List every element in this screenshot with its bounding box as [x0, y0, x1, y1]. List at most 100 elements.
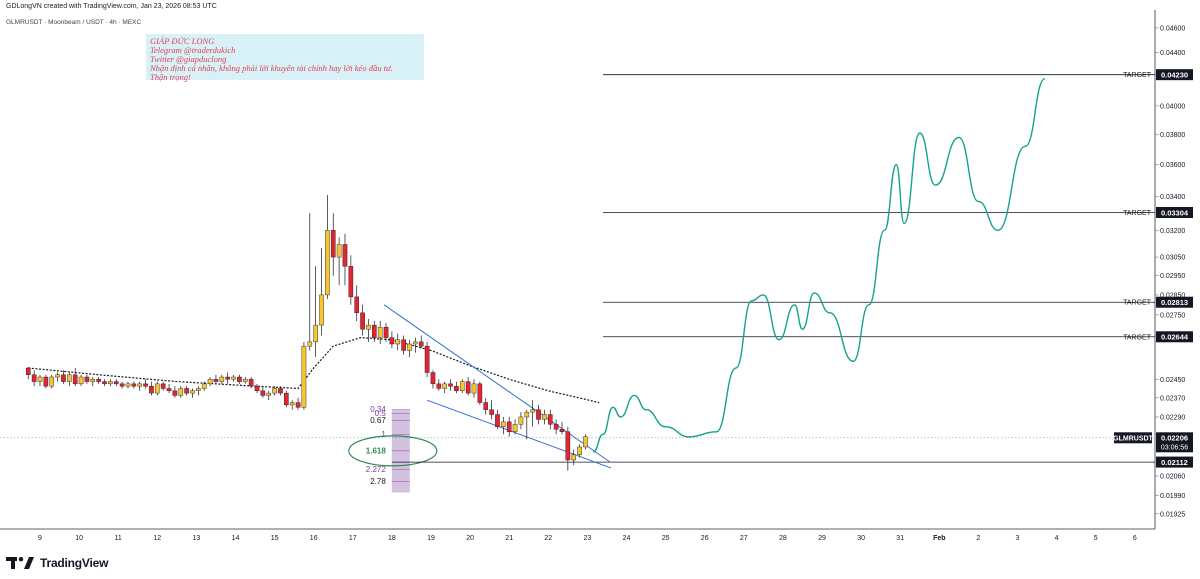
time-tick-label: 5 — [1094, 535, 1098, 542]
time-tick-label: 4 — [1055, 535, 1059, 542]
candle-body — [559, 429, 565, 432]
candle-body — [542, 414, 547, 420]
candle-body — [518, 416, 524, 425]
time-tick-label: 17 — [349, 535, 357, 542]
candle-body — [172, 390, 178, 396]
price-tick-label: 0.02950 — [1160, 273, 1185, 280]
candle-body — [418, 341, 424, 347]
target-label: TARGET — [1123, 300, 1152, 307]
candle-body — [307, 341, 313, 347]
candle-body — [436, 383, 442, 389]
candle-body — [377, 326, 383, 338]
candle-body — [108, 381, 113, 385]
candle-body — [407, 343, 412, 351]
candle-body — [166, 388, 172, 391]
candle-body — [583, 436, 588, 448]
candle-body — [330, 230, 336, 258]
wedge-upper-line — [383, 304, 612, 464]
time-tick-label: 19 — [427, 535, 435, 542]
time-tick-label: 29 — [818, 535, 826, 542]
price-tick-label: 0.03200 — [1160, 228, 1185, 235]
time-tick-label: 27 — [740, 535, 748, 542]
fib-level-label: 1.618 — [366, 446, 387, 455]
time-tick-label: 30 — [857, 535, 865, 542]
candle-body — [301, 345, 307, 408]
time-tick-label: 18 — [388, 535, 396, 542]
time-tick-label: 20 — [466, 535, 474, 542]
candle-body — [325, 230, 330, 296]
candle-body — [571, 454, 577, 461]
time-tick-label: 10 — [75, 535, 83, 542]
candle-body — [242, 379, 248, 382]
projection-path — [592, 77, 1046, 453]
candle-body — [348, 266, 354, 298]
candle-body — [530, 409, 535, 413]
candle-body — [84, 376, 90, 382]
candle-body — [154, 383, 160, 394]
author-note[interactable]: GIÁP ĐỨC LONG Telegram @traderdukich Twi… — [146, 34, 424, 82]
candle-body — [477, 383, 483, 403]
price-tick-label: 0.03050 — [1160, 255, 1185, 262]
target-lines[interactable]: TARGET TARGET TARGET TARGET — [391, 72, 1155, 463]
target-price-tag: 0.03304 — [1161, 208, 1189, 217]
candle-body — [90, 379, 96, 382]
time-tick-label: 21 — [505, 535, 513, 542]
note-line-telegram: Telegram @traderdukich — [150, 45, 236, 55]
candle-body — [395, 339, 401, 345]
time-tick-label: 11 — [115, 535, 122, 542]
candlesticks — [25, 194, 588, 471]
note-line-caution: Thận trọng! — [150, 72, 191, 82]
time-tick-label: 3 — [1016, 535, 1020, 542]
falling-wedge[interactable] — [383, 304, 612, 469]
time-tick-label: 31 — [896, 535, 904, 542]
time-tick-label: 14 — [232, 535, 240, 542]
candle-body — [113, 381, 119, 385]
candle-body — [49, 376, 55, 387]
candle-body — [248, 379, 254, 387]
candle-body — [78, 376, 84, 385]
candle-body — [201, 383, 207, 389]
candle-body — [43, 376, 49, 387]
price-tick-label: 0.01925 — [1160, 511, 1185, 518]
candle-body — [131, 383, 137, 387]
candle-body — [372, 324, 377, 338]
fib-level-label: 0.5 — [375, 409, 387, 418]
brand-name: TradingView — [40, 556, 109, 570]
time-tick-label: 12 — [153, 535, 161, 542]
target-price-tag-bg — [1156, 296, 1193, 308]
price-projection[interactable] — [592, 77, 1046, 453]
moving-average-line — [28, 337, 600, 404]
fibonacci-tool[interactable]: 0.340.50.67 1 1.618 2.272 2.78 — [348, 405, 438, 493]
candle-body — [336, 244, 342, 258]
candle-body — [143, 383, 148, 387]
candle-body — [471, 383, 477, 394]
candle-body — [366, 324, 371, 330]
candle-body — [102, 381, 107, 385]
candle-body — [284, 392, 289, 406]
fib-level-label: 0.67 — [370, 416, 386, 425]
time-tick-label: 2 — [976, 535, 980, 542]
time-tick-label: 26 — [701, 535, 709, 542]
price-tick-label: 0.03600 — [1160, 162, 1185, 169]
symbol-info[interactable]: GLMRUSDT · Moonbeam / USDT · 4h · MEXC — [6, 19, 142, 26]
candle-countdown: 03:06:56 — [1161, 444, 1188, 451]
candle-body — [289, 402, 295, 406]
time-tick-label: 28 — [779, 535, 787, 542]
candle-body — [524, 411, 530, 418]
candle-body — [342, 244, 348, 267]
candle-body — [495, 414, 500, 427]
price-tick-label: 0.02370 — [1160, 395, 1185, 402]
candle-body — [442, 383, 447, 389]
candle-body — [278, 388, 283, 394]
price-tick-label: 0.02750 — [1160, 312, 1185, 319]
fib-level-label: 2.272 — [366, 465, 387, 474]
candle-body — [72, 374, 78, 385]
tradingview-brand[interactable]: TradingView — [6, 554, 108, 572]
time-tick-label: 24 — [623, 535, 631, 542]
current-price-value: 0.02206 — [1161, 434, 1188, 443]
fib-level-label: 0.34 — [370, 405, 386, 414]
candle-body — [389, 337, 395, 345]
support-price-tag: 0.02112 — [1161, 458, 1188, 467]
candle-body — [272, 388, 277, 394]
